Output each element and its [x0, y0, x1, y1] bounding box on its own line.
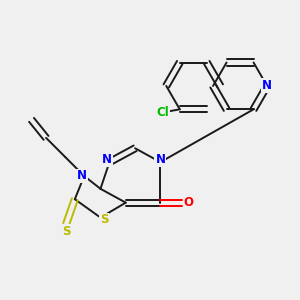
Text: N: N	[77, 169, 87, 182]
Text: N: N	[262, 80, 272, 92]
Text: O: O	[184, 196, 194, 209]
Text: N: N	[102, 153, 112, 166]
Text: S: S	[100, 214, 108, 226]
Text: Cl: Cl	[156, 106, 169, 118]
Text: N: N	[155, 153, 165, 166]
Text: S: S	[62, 225, 70, 238]
